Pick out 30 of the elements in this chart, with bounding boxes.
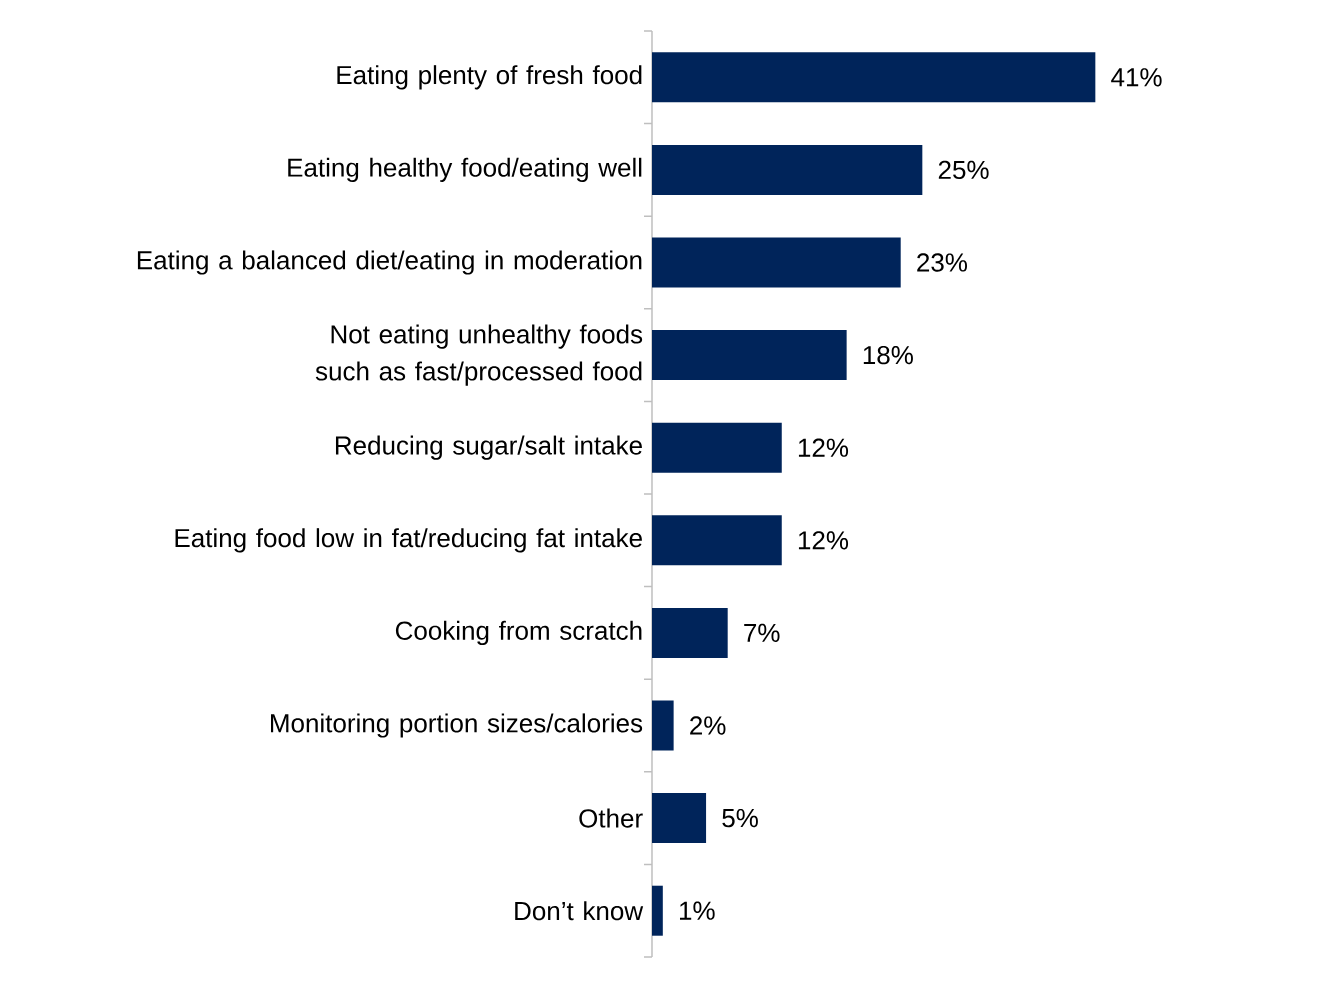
bar <box>652 607 728 658</box>
bar <box>652 52 1096 103</box>
bar <box>652 237 901 288</box>
bar <box>652 144 923 195</box>
data-label: 18% <box>863 345 913 365</box>
data-label: 12% <box>798 438 849 457</box>
y-tick-label: Monitoring portion sizes/calories <box>271 713 643 738</box>
data-label: 23% <box>917 253 967 272</box>
bar <box>652 885 663 936</box>
y-tick-label: Reducing sugar/salt intake <box>335 435 642 460</box>
data-label: 25% <box>938 160 989 180</box>
y-tick-label: Not eating unhealthy foods such as fast/processed food <box>315 324 643 386</box>
data-label: 1% <box>680 901 715 920</box>
bar <box>652 422 782 473</box>
y-tick-label: Eating food low in fat/reducing fat intake <box>175 528 642 553</box>
y-tick-label: Other <box>579 808 643 828</box>
data-label: 41% <box>1111 68 1162 87</box>
data-label: 5% <box>722 808 758 828</box>
y-tick-label: Cooking from scratch <box>395 620 642 646</box>
data-label: 2% <box>690 716 726 735</box>
bar <box>652 515 782 566</box>
y-tick-label: Eating a balanced diet/eating in moderation <box>137 250 642 275</box>
bar <box>652 793 707 844</box>
data-label: 7% <box>744 623 780 643</box>
bar <box>652 330 847 381</box>
bar <box>652 700 674 751</box>
y-tick-label: Don’t know <box>515 901 644 921</box>
data-label: 12% <box>798 531 849 550</box>
y-tick-label: Eating plenty of fresh food <box>337 65 642 90</box>
y-tick-label: Eating healthy food/eating well <box>288 157 642 183</box>
